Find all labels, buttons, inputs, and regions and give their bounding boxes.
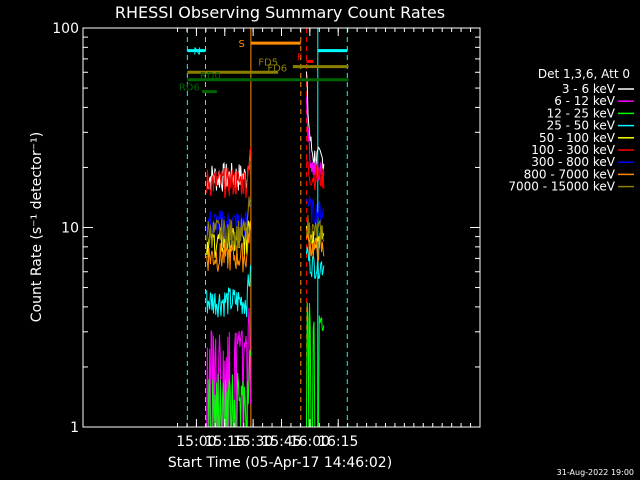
x-tick-label: 16:15 (318, 434, 358, 450)
legend-entry-label: 7000 - 15000 keV (508, 180, 615, 194)
plot-frame (82, 27, 481, 428)
y-tick-label: 1 (70, 420, 79, 436)
legend-title: Det 1,3,6, Att 0 (538, 67, 630, 81)
series-line-window1 (206, 349, 251, 428)
segment-label: S (239, 39, 245, 50)
legend-entry-label: 50 - 100 keV (539, 131, 616, 145)
x-axis-label: Start Time (05-Apr-17 14:46:02) (168, 455, 392, 471)
y-tick-label: 10 (61, 221, 79, 237)
legend-entry-label: 25 - 50 keV (547, 119, 616, 133)
series-line-window2 (305, 157, 325, 191)
x-tick-label: 15:45 (261, 434, 301, 450)
segment-label: FD5 (258, 58, 278, 69)
y-axis-label: Count Rate (s⁻¹ detector⁻¹) (29, 132, 45, 322)
chart-title: RHESSI Observing Summary Count Rates (115, 3, 445, 22)
segment-label: N (193, 47, 200, 58)
series-line-window2 (305, 96, 325, 184)
series-line-window2 (305, 302, 325, 428)
x-tick-label: 15:30 (233, 434, 273, 450)
footer-date: 31-Aug-2022 19:00 (557, 468, 634, 477)
legend-entry-label: 300 - 800 keV (531, 155, 615, 169)
x-tick-label: 16:00 (290, 434, 330, 450)
y-tick-label: 100 (52, 21, 79, 37)
series-line-window2 (305, 71, 325, 173)
series-line-window1 (206, 147, 251, 199)
series-line-window1 (206, 196, 251, 240)
x-tick-label: 15:00 (176, 434, 216, 450)
legend-entry-label: 6 - 12 keV (554, 94, 616, 108)
series-line-window2 (305, 196, 325, 226)
segment-label: F (297, 52, 303, 63)
y-axis: 1 10 100 (52, 21, 480, 436)
x-tick-label: 15:15 (205, 434, 245, 450)
legend-entry-label: 100 - 300 keV (531, 143, 615, 157)
segment-label: RD0 (200, 71, 221, 82)
series-line-window1 (206, 265, 251, 318)
legend-entry-label: 12 - 25 keV (547, 106, 616, 120)
segment-label: FD6 (267, 63, 287, 74)
segment-label: RD6 (179, 83, 200, 94)
series-line-window1 (206, 220, 251, 273)
legend-entry-label: 800 - 7000 keV (524, 167, 616, 181)
series-line-window2 (305, 214, 325, 245)
series-line-window1 (206, 196, 251, 249)
legend-entry-label: 3 - 6 keV (562, 82, 616, 96)
